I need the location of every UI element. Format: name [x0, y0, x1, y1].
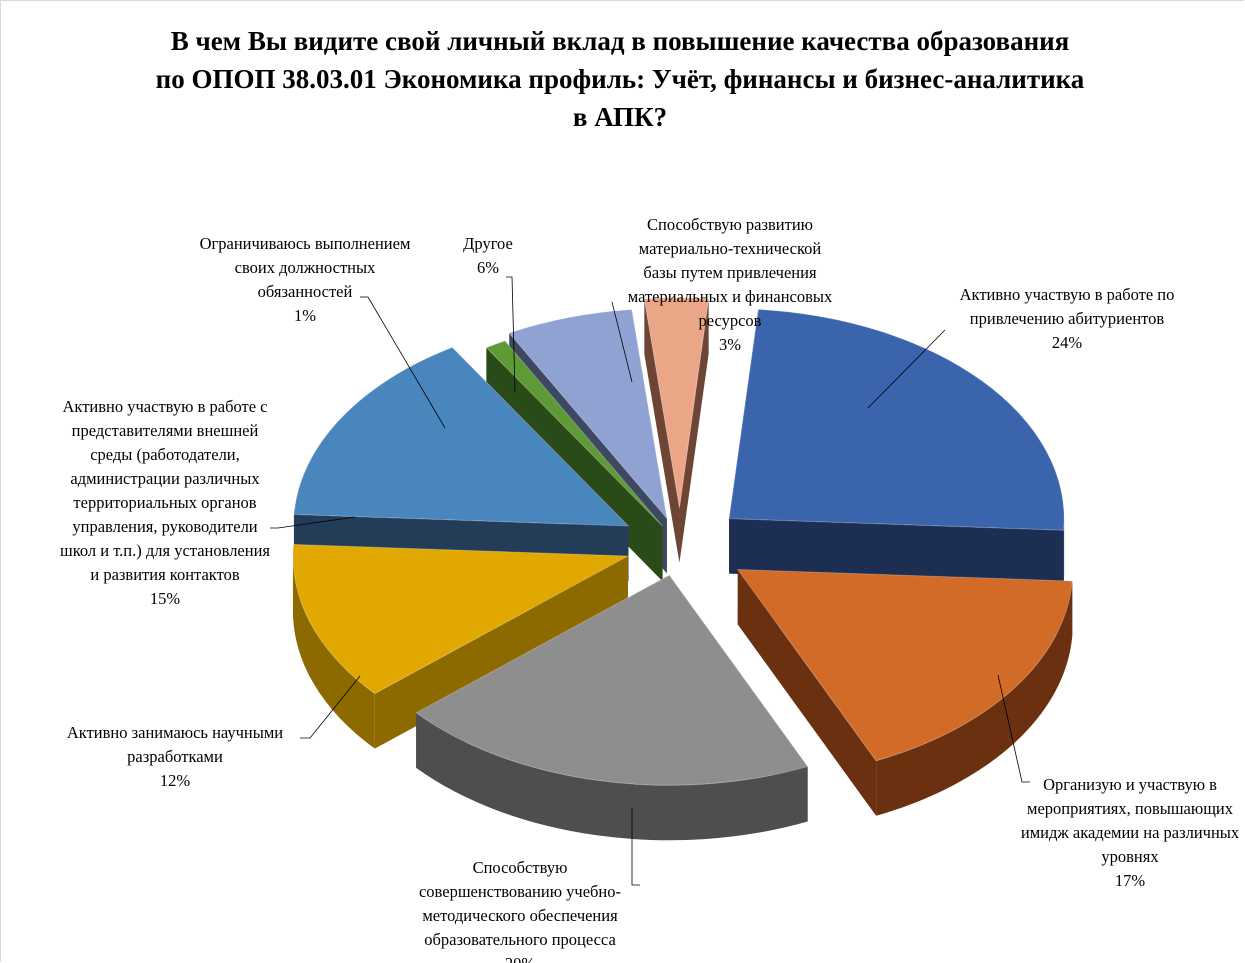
- data-label-5-line-4: администрации различных: [70, 469, 260, 488]
- data-label-4: Активно занимаюсь научными разработками 12…: [67, 723, 283, 790]
- data-label-4-line-2: разработками: [127, 747, 223, 766]
- slice-rim-2-1: [876, 581, 1073, 816]
- slice-wall-8-2: [679, 298, 709, 563]
- data-label-5-line-5: территориальных органов: [73, 493, 256, 512]
- data-label-5-line-1: Активно участвую в работе с: [63, 397, 268, 416]
- data-label-2-line-4: уровнях: [1101, 847, 1159, 866]
- chart-title: В чем Вы видите свой личный вклад в повы…: [60, 22, 1180, 136]
- slice-7: [508, 308, 668, 521]
- chart-title-line-3: в АПК?: [572, 102, 668, 132]
- leader-line-5: [270, 516, 356, 529]
- leader-line-2: [997, 674, 1030, 783]
- data-label-7-line-1: Другое: [463, 234, 513, 253]
- data-label-2: Организую и участвую в мероприятиях, повы…: [1021, 775, 1240, 890]
- slice-4: [292, 543, 630, 695]
- data-label-5-line-7: школ и т.п.) для установления: [60, 541, 270, 560]
- data-label-8-line-1: Способствую развитию: [647, 215, 813, 234]
- data-label-2-line-2: мероприятиях, повышающих: [1027, 799, 1234, 818]
- data-label-7: Другое 6%: [463, 234, 513, 277]
- data-label-3-line-1: Способствую: [473, 858, 568, 877]
- data-label-6-line-3: обязанностей: [258, 282, 353, 301]
- data-label-8: Способствую развитию материально-техничес…: [628, 215, 833, 354]
- data-label-5-line-8: и развития контактов: [90, 565, 239, 584]
- slice-wall-1-2: [729, 518, 1064, 586]
- slice-1: [728, 308, 1065, 531]
- data-label-2-value: 17%: [1115, 871, 1146, 890]
- data-label-2-line-1: Организую и участвую в: [1043, 775, 1217, 794]
- slice-5: [293, 346, 630, 527]
- chart-title-line-2: по ОПОП 38.03.01 Экономика профиль: Учёт…: [155, 64, 1085, 94]
- slice-rim-3-1: [416, 712, 808, 841]
- data-label-6-line-1: Ограничиваюсь выполнением: [200, 234, 411, 253]
- data-label-3-line-2: совершенствованию учебно-: [419, 882, 621, 901]
- pie-tops: [292, 297, 1073, 786]
- data-label-3-line-4: образовательного процесса: [424, 930, 616, 949]
- data-label-3: Способствую совершенствованию учебно-мето…: [419, 858, 621, 963]
- leader-line-4: [300, 675, 361, 739]
- data-label-8-line-5: ресурсов: [699, 311, 762, 330]
- slice-6: [485, 340, 663, 527]
- slice-side-8: [644, 298, 709, 563]
- data-label-8-line-3: базы путем привлечения: [643, 263, 817, 282]
- slice-2: [736, 568, 1073, 762]
- data-label-4-line-1: Активно занимаюсь научными: [67, 723, 283, 742]
- slice-wall-8-1: [644, 298, 680, 563]
- data-label-7-value: 6%: [477, 258, 499, 277]
- data-label-6: Ограничиваюсь выполнением своих должностн…: [200, 234, 411, 325]
- leader-line-1: [867, 329, 946, 409]
- slice-rim-1-1: [1063, 518, 1065, 586]
- data-label-5-line-2: представителями внешней: [72, 421, 259, 440]
- data-label-1: Активно участвую в работе по привлечению …: [960, 285, 1175, 352]
- data-label-5: Активно участвую в работе с представителя…: [60, 397, 270, 608]
- leader-line-7: [506, 276, 516, 393]
- slice-wall-2-2: [737, 569, 877, 816]
- data-label-3-line-3: методического обеспечения: [422, 906, 618, 925]
- chart-title-line-1: В чем Вы видите свой личный вклад в повы…: [170, 26, 1070, 56]
- data-label-6-line-2: своих должностных: [235, 258, 376, 277]
- data-label-5-line-6: управления, руководители: [72, 517, 257, 536]
- data-labels: Активно участвую в работе по привлечению …: [60, 215, 1240, 963]
- data-label-8-line-2: материально-технической: [639, 239, 822, 258]
- data-label-1-value: 24%: [1052, 333, 1083, 352]
- data-label-6-value: 1%: [294, 306, 316, 325]
- data-label-8-value: 3%: [719, 335, 741, 354]
- data-label-1-line-2: привлечению абитуриентов: [970, 309, 1165, 328]
- slice-3: [415, 574, 809, 786]
- leader-lines: [270, 276, 1030, 886]
- data-label-1-line-1: Активно участвую в работе по: [960, 285, 1175, 304]
- slice-8: [643, 297, 710, 508]
- data-label-2-line-3: имидж академии на различных: [1021, 823, 1240, 842]
- leader-line-3: [631, 808, 640, 886]
- data-label-4-value: 12%: [160, 771, 191, 790]
- data-label-8-line-4: материальных и финансовых: [628, 287, 833, 306]
- data-label-5-line-3: среды (работодатели,: [90, 445, 240, 464]
- leader-line-8: [611, 301, 633, 383]
- data-label-5-value: 15%: [150, 589, 181, 608]
- data-label-3-value: 20%: [505, 954, 536, 963]
- slice-rim-4-1: [292, 556, 375, 749]
- leader-line-6: [360, 296, 446, 429]
